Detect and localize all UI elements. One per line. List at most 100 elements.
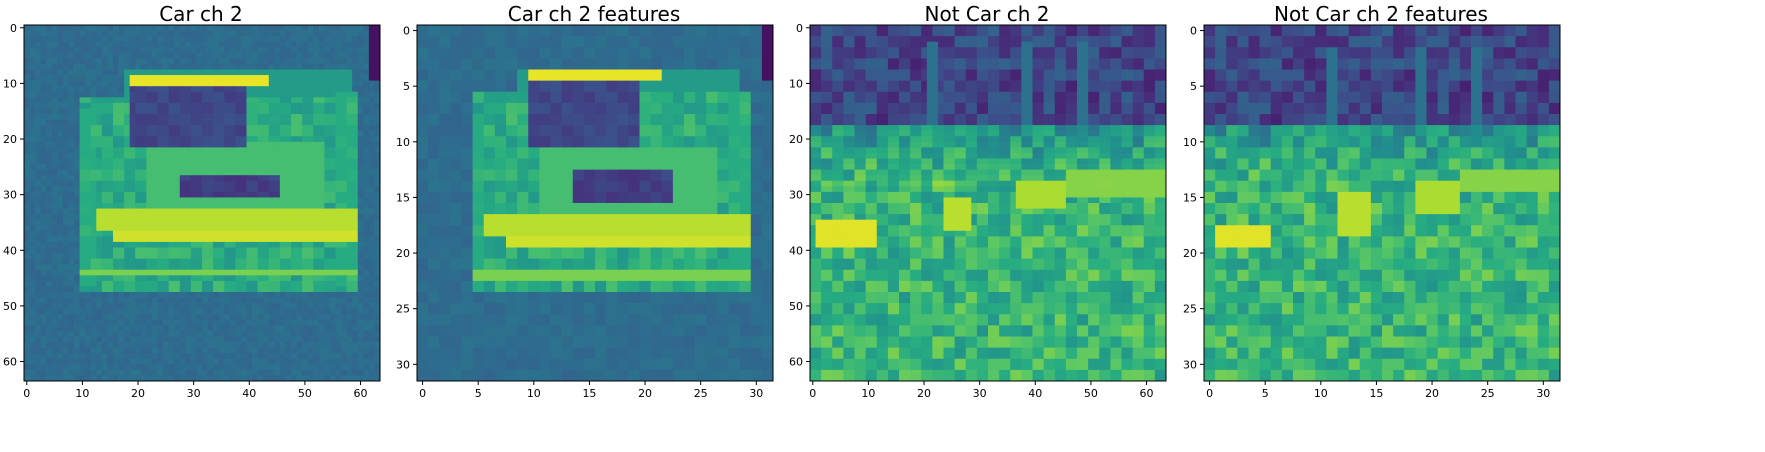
heatmap-cell: [263, 292, 270, 298]
heatmap-cell: [140, 41, 147, 48]
heatmap-cell: [196, 319, 203, 326]
heatmap-cell: [246, 203, 253, 209]
heatmap-cell: [318, 175, 325, 182]
heatmap-cell: [40, 264, 47, 271]
heatmap-cell: [352, 264, 359, 271]
heatmap-cell: [706, 58, 718, 70]
heatmap-cell: [40, 303, 47, 310]
heatmap-cell: [628, 314, 640, 326]
heatmap-cell: [90, 58, 97, 65]
heatmap-cell: [118, 375, 125, 382]
heatmap-cell: [124, 180, 131, 187]
heatmap-cell: [29, 130, 36, 137]
heatmap-cell: [62, 91, 69, 98]
heatmap-cell: [279, 41, 286, 48]
heatmap-cell: [74, 80, 80, 87]
heatmap-cell: [363, 80, 370, 87]
heatmap-cell: [494, 36, 507, 48]
heatmap-cell: [135, 225, 142, 232]
heatmap-cell: [368, 269, 375, 276]
heatmap-cell: [224, 58, 231, 65]
heatmap-cell: [291, 186, 297, 193]
heatmap-cell: [135, 69, 142, 76]
heatmap-cell: [35, 297, 42, 304]
heatmap-cell: [35, 86, 42, 93]
heatmap-cell: [113, 175, 119, 182]
heatmap-cell: [185, 47, 192, 54]
heatmap-cell: [62, 264, 69, 271]
heatmap-cell: [274, 25, 281, 31]
heatmap-cell: [74, 230, 80, 237]
heatmap-cell: [374, 330, 381, 337]
heatmap-cell: [363, 175, 370, 182]
heatmap-cell: [24, 353, 30, 360]
heatmap-cell: [252, 280, 258, 287]
heatmap-cell: [684, 180, 696, 193]
heatmap-cell: [363, 253, 370, 259]
heatmap-cell: [118, 264, 125, 271]
heatmap-cell: [207, 41, 214, 48]
heatmap-cell: [240, 342, 247, 348]
heatmap-cell: [57, 30, 64, 37]
heatmap-cell: [324, 325, 331, 332]
heatmap-cell: [307, 47, 314, 54]
heatmap-cell: [68, 225, 75, 232]
heatmap-cell: [517, 125, 529, 137]
heatmap-cell: [528, 136, 540, 148]
heatmap-cell: [335, 208, 342, 215]
heatmap-cell: [129, 36, 136, 43]
heatmap-cell: [113, 91, 119, 98]
heatmap-cell: [79, 225, 86, 232]
heatmap-cell: [550, 91, 562, 104]
heatmap-cell: [129, 97, 136, 104]
heatmap-cell: [168, 208, 175, 215]
heatmap-cell: [57, 369, 64, 376]
heatmap-cell: [606, 236, 618, 248]
heatmap-cell: [285, 97, 292, 104]
heatmap-cell: [274, 180, 281, 187]
heatmap-cell: [357, 147, 364, 154]
heatmap-cell: [185, 25, 192, 31]
heatmap-cell: [302, 358, 309, 365]
heatmap-cell: [483, 180, 496, 193]
heatmap-cell: [174, 219, 181, 226]
heatmap-cell: [324, 147, 331, 154]
heatmap-cell: [40, 130, 47, 137]
heatmap-cell: [706, 191, 718, 204]
heatmap-cell: [235, 308, 242, 315]
heatmap-cell: [101, 264, 108, 271]
heatmap-cell: [74, 247, 80, 254]
heatmap-cell: [96, 264, 103, 271]
heatmap-cell: [329, 358, 336, 365]
heatmap-cell: [335, 375, 342, 382]
heatmap-cell: [24, 241, 30, 248]
heatmap-cell: [118, 175, 125, 182]
heatmap-cell: [207, 375, 214, 382]
heatmap-cell: [357, 319, 364, 326]
heatmap-cell: [363, 292, 370, 298]
heatmap-cell: [90, 236, 97, 243]
heatmap-cell: [140, 197, 147, 204]
heatmap-cell: [246, 136, 253, 143]
heatmap-cell: [179, 375, 186, 382]
heatmap-cell: [750, 180, 763, 193]
heatmap-cell: [739, 102, 752, 115]
heatmap-cell: [29, 169, 36, 176]
heatmap-cell: [302, 164, 309, 170]
heatmap-cell: [202, 119, 208, 126]
heatmap-cell: [257, 230, 264, 237]
heatmap-cell: [285, 214, 292, 221]
heatmap-cell: [357, 114, 364, 120]
heatmap-cell: [274, 86, 281, 93]
heatmap-cell: [107, 325, 114, 332]
heatmap-cell: [146, 241, 153, 248]
heatmap-cell: [129, 130, 136, 137]
heatmap-cell: [101, 275, 108, 282]
heatmap-cell: [717, 102, 729, 115]
heatmap-cell: [274, 186, 281, 193]
heatmap-cell: [341, 91, 347, 98]
heatmap-cell: [302, 25, 309, 31]
heatmap-cell: [207, 69, 214, 76]
heatmap-cell: [357, 253, 364, 259]
heatmap-cell: [628, 303, 640, 315]
